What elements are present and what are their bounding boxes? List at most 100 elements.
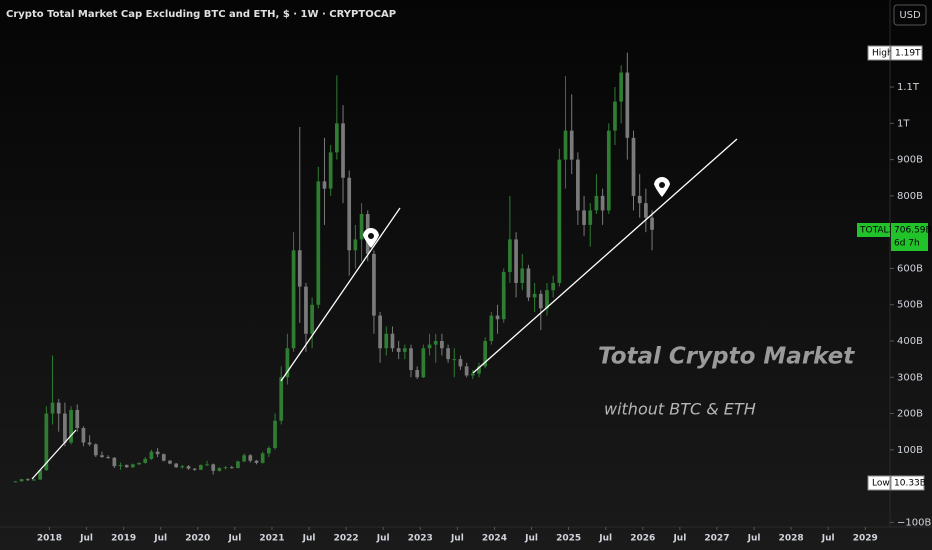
candle-body xyxy=(106,457,111,459)
y-tick-label: −100B xyxy=(897,517,931,528)
candle-body xyxy=(44,413,49,471)
candle-body xyxy=(557,159,562,283)
chart-title: Crypto Total Market Cap Excluding BTC an… xyxy=(6,9,396,20)
candle-body xyxy=(384,333,389,349)
candle-body xyxy=(248,455,253,461)
candle-body xyxy=(192,468,197,470)
candle-body xyxy=(260,453,265,463)
candle-body xyxy=(81,428,86,443)
candle-body xyxy=(273,420,277,449)
pin-marker[interactable] xyxy=(363,228,379,248)
candle-body xyxy=(600,195,605,211)
y-tick-label: 1.1T xyxy=(897,82,920,93)
candle-body xyxy=(402,348,407,352)
y-tick-label: 100B xyxy=(897,445,923,456)
candle-body xyxy=(489,315,494,341)
candle-body xyxy=(19,479,24,482)
x-tick-label: Jul xyxy=(153,534,167,544)
candle-body xyxy=(372,253,376,316)
candle-body xyxy=(433,340,438,345)
candle-body xyxy=(137,462,141,465)
candle-body xyxy=(199,465,203,470)
currency-box[interactable] xyxy=(893,4,927,26)
candle-body xyxy=(242,455,246,462)
x-tick-label: 2018 xyxy=(37,534,62,544)
candle-body xyxy=(520,268,525,283)
trendline xyxy=(472,138,738,374)
last-price-marker: TOTAL3 706.59B 6d 7h xyxy=(857,223,932,251)
candle-body xyxy=(236,461,240,468)
candle-body xyxy=(495,315,500,320)
candle-body xyxy=(613,101,617,131)
candle-body xyxy=(637,195,642,204)
x-tick-label: Jul xyxy=(450,534,464,544)
candle-body xyxy=(25,479,30,481)
candle-body xyxy=(458,359,463,367)
low-marker: Low 10.33B xyxy=(867,475,926,491)
candle-body xyxy=(75,409,80,429)
candle-body xyxy=(483,340,488,367)
candle-body xyxy=(69,409,73,443)
candle-body xyxy=(267,448,271,454)
candle-body xyxy=(353,239,358,251)
x-tick-label: Jul xyxy=(672,534,686,544)
candle-body xyxy=(470,373,475,376)
candle-body xyxy=(532,293,537,298)
candle-body xyxy=(452,359,457,361)
low-label: Low xyxy=(872,479,890,489)
currency[interactable]: USD xyxy=(899,10,921,21)
candle-body xyxy=(576,159,580,211)
candle-body xyxy=(606,130,611,211)
x-tick-label: 2020 xyxy=(185,534,210,544)
candle-body xyxy=(297,250,302,287)
symbol: TOTAL3 xyxy=(859,226,894,236)
candle-body xyxy=(63,413,67,443)
candle-body xyxy=(180,466,185,468)
high-value: 1.19T xyxy=(895,49,921,59)
candle-body xyxy=(619,72,623,102)
x-tick-label: 2021 xyxy=(259,534,284,544)
candle-body xyxy=(359,214,364,240)
candle-body xyxy=(378,315,382,349)
candle-body xyxy=(174,463,178,468)
x-tick-label: 2027 xyxy=(704,534,729,544)
y-tick-label: 400B xyxy=(897,336,923,347)
candle-body xyxy=(229,467,234,469)
candle-body xyxy=(631,137,636,196)
candle-body xyxy=(50,402,55,414)
y-tick-label: 800B xyxy=(897,191,923,202)
candle-body xyxy=(334,123,339,153)
candle-body xyxy=(223,467,228,469)
x-tick-label: Jul xyxy=(524,534,538,544)
high-label: High xyxy=(872,49,893,59)
plot-area xyxy=(13,52,654,483)
candle-body xyxy=(310,304,314,334)
candle-body xyxy=(124,465,129,468)
candle-body xyxy=(341,123,345,178)
candle-body xyxy=(396,348,401,352)
x-tick-label: 2024 xyxy=(482,534,507,544)
x-tick-label: Jul xyxy=(79,534,93,544)
y-tick-label: 1T xyxy=(897,118,910,129)
candle-body xyxy=(650,217,654,230)
candle-body xyxy=(149,451,154,459)
candle-body xyxy=(168,460,172,464)
candle-body xyxy=(390,333,395,349)
candle-body xyxy=(477,366,481,374)
candle-body xyxy=(279,377,284,421)
candle-body xyxy=(254,460,259,463)
x-tick-label: 2029 xyxy=(853,534,878,544)
candle-body xyxy=(588,210,593,225)
last-value: 706.59B xyxy=(894,226,932,236)
candle-body xyxy=(421,348,426,378)
candle-body xyxy=(304,286,308,334)
candle-body xyxy=(526,268,531,298)
pin-marker[interactable] xyxy=(654,177,670,197)
x-tick-label: 2026 xyxy=(630,534,655,544)
y-tick-label: 900B xyxy=(897,155,923,166)
candle-body xyxy=(112,457,117,467)
candle-body xyxy=(205,464,209,466)
annotation-title: Total Crypto Market xyxy=(598,344,855,370)
